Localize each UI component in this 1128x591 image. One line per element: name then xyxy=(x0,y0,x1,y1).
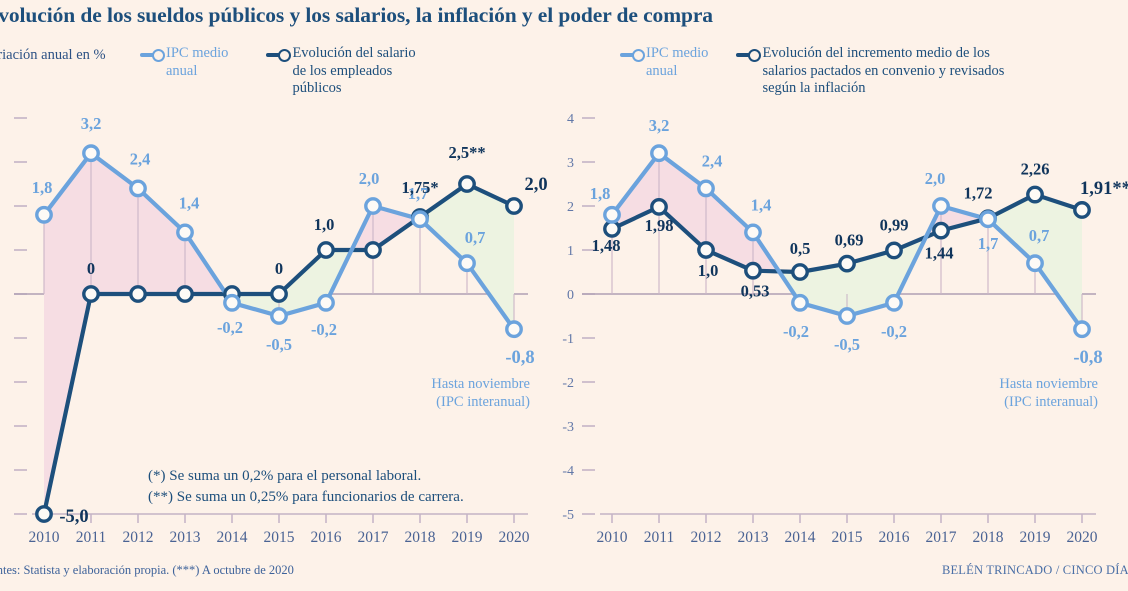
page-title: Evolución de los sueldos públicos y los … xyxy=(0,3,713,27)
svg-text:1,98: 1,98 xyxy=(645,216,674,235)
legend-marker-line-dot-icon xyxy=(266,47,292,63)
svg-text:1,8: 1,8 xyxy=(590,184,611,203)
svg-text:2,0: 2,0 xyxy=(925,169,946,188)
svg-text:0,53: 0,53 xyxy=(741,282,770,301)
svg-text:2: 2 xyxy=(567,200,574,215)
svg-text:2013: 2013 xyxy=(170,529,201,546)
svg-text:0,99: 0,99 xyxy=(880,215,909,234)
svg-text:-0,2: -0,2 xyxy=(881,322,907,341)
svg-text:2011: 2011 xyxy=(644,529,674,546)
footer-sources: Fuentes: Statista y elaboración propia. … xyxy=(0,563,294,577)
svg-text:2018: 2018 xyxy=(973,529,1004,546)
footer-credit: BELÉN TRINCADO / CINCO DÍAS xyxy=(941,563,1128,577)
right-endnote: Hasta noviembre (IPC interanual) xyxy=(999,376,1098,410)
svg-text:0: 0 xyxy=(87,259,95,278)
legend-label: IPC medio anual xyxy=(646,45,709,79)
svg-text:1,7: 1,7 xyxy=(978,234,999,253)
svg-text:1,48: 1,48 xyxy=(592,236,621,255)
svg-text:1,75*: 1,75* xyxy=(401,178,438,197)
svg-text:2015: 2015 xyxy=(832,529,863,546)
legend-item-salary-left[interactable]: Evolución del salario de los empleados p… xyxy=(266,45,416,98)
svg-text:-0,8: -0,8 xyxy=(1073,348,1102,368)
svg-text:-0,2: -0,2 xyxy=(217,318,243,337)
chart-right-svg: 4 3 2 1 0 -1 -2 -3 -4 -5 2010 2011 2012 2013 2014 2015 2… xyxy=(562,112,1128,546)
svg-text:2017: 2017 xyxy=(926,529,957,546)
svg-text:2014: 2014 xyxy=(785,529,816,546)
right-legend: IPC medio anual Evolución del incremento… xyxy=(620,45,1004,98)
svg-text:1,8: 1,8 xyxy=(32,178,53,197)
legend-marker-line-dot-icon xyxy=(620,47,646,63)
svg-text:3,2: 3,2 xyxy=(81,114,102,133)
svg-text:1,91***: 1,91*** xyxy=(1080,179,1128,199)
svg-text:1,4: 1,4 xyxy=(751,195,772,214)
svg-text:3: 3 xyxy=(567,156,574,171)
chart-left-svg: 2010 2011 2012 2013 2014 2015 2016 2017 2018 2019… xyxy=(14,114,548,546)
legend-label: Evolución del salario de los empleados p… xyxy=(292,45,416,96)
svg-text:2010: 2010 xyxy=(597,529,628,546)
svg-text:2012: 2012 xyxy=(691,529,722,546)
legend-marker-line-dot-icon xyxy=(736,47,762,63)
svg-text:2,4: 2,4 xyxy=(130,149,151,168)
legend-marker-line-dot-icon xyxy=(140,47,166,63)
svg-text:2017: 2017 xyxy=(358,529,389,546)
svg-text:1,0: 1,0 xyxy=(314,215,335,234)
left-endnote: Hasta noviembre (IPC interanual) xyxy=(431,376,530,410)
svg-text:-0,5: -0,5 xyxy=(266,335,292,354)
svg-text:-5: -5 xyxy=(562,508,574,523)
svg-text:-0,2: -0,2 xyxy=(311,320,337,339)
svg-text:2,4: 2,4 xyxy=(702,151,723,170)
svg-text:2014: 2014 xyxy=(217,529,248,546)
svg-text:1,0: 1,0 xyxy=(698,261,719,280)
svg-text:-5,0: -5,0 xyxy=(59,507,88,527)
svg-text:2020: 2020 xyxy=(499,529,530,546)
chart-right: 4 3 2 1 0 -1 -2 -3 -4 -5 2010 2011 2012 2013 2014 2015 2… xyxy=(562,96,1128,546)
svg-text:2020: 2020 xyxy=(1067,529,1098,546)
svg-text:2013: 2013 xyxy=(738,529,769,546)
svg-text:0: 0 xyxy=(567,288,574,303)
left-footnotes: (*) Se suma un 0,2% para el personal lab… xyxy=(148,468,464,505)
svg-text:1: 1 xyxy=(567,244,574,259)
svg-text:-0,5: -0,5 xyxy=(834,335,860,354)
legend-item-ipc-right[interactable]: IPC medio anual xyxy=(620,45,708,80)
left-axis-note: Variación anual en % xyxy=(0,47,106,63)
svg-text:0,7: 0,7 xyxy=(465,228,486,247)
svg-text:2011: 2011 xyxy=(76,529,106,546)
legend-label: IPC medio anual xyxy=(166,45,229,79)
svg-text:-2: -2 xyxy=(562,376,574,391)
svg-text:0: 0 xyxy=(275,259,283,278)
svg-text:3,2: 3,2 xyxy=(649,116,670,135)
legend-label: Evolución del incremento medio de los sa… xyxy=(762,45,1005,96)
legend-item-ipc-left[interactable]: IPC medio anual xyxy=(140,45,228,80)
svg-text:2010: 2010 xyxy=(29,529,60,546)
svg-text:2019: 2019 xyxy=(1020,529,1051,546)
left-legend: IPC medio anual Evolución del salario de… xyxy=(140,45,416,98)
svg-text:-1: -1 xyxy=(562,332,574,347)
svg-text:2015: 2015 xyxy=(264,529,295,546)
svg-text:1,7: 1,7 xyxy=(408,184,429,203)
svg-text:-0,8: -0,8 xyxy=(505,348,534,368)
svg-text:1,72: 1,72 xyxy=(964,183,993,202)
svg-text:2,5**: 2,5** xyxy=(448,143,485,162)
svg-text:2018: 2018 xyxy=(405,529,436,546)
svg-text:2016: 2016 xyxy=(311,529,342,546)
legend-item-convenio-right[interactable]: Evolución del incremento medio de los sa… xyxy=(736,45,1004,98)
svg-text:1,44: 1,44 xyxy=(925,244,954,263)
svg-text:0,5: 0,5 xyxy=(790,239,811,258)
svg-text:-0,2: -0,2 xyxy=(783,322,809,341)
svg-text:0,7: 0,7 xyxy=(1029,226,1050,245)
svg-text:-3: -3 xyxy=(562,420,574,435)
svg-text:2,26: 2,26 xyxy=(1021,160,1050,179)
svg-text:2016: 2016 xyxy=(879,529,910,546)
svg-text:0,69: 0,69 xyxy=(835,231,864,250)
svg-text:2,0: 2,0 xyxy=(524,175,547,195)
svg-text:2012: 2012 xyxy=(123,529,154,546)
svg-text:1,4: 1,4 xyxy=(179,193,200,212)
svg-text:2,0: 2,0 xyxy=(359,169,380,188)
svg-text:4: 4 xyxy=(567,112,574,127)
chart-left: 2010 2011 2012 2013 2014 2015 2016 2017 2018 2019… xyxy=(0,96,560,546)
svg-text:-4: -4 xyxy=(562,464,574,479)
svg-text:2019: 2019 xyxy=(452,529,483,546)
